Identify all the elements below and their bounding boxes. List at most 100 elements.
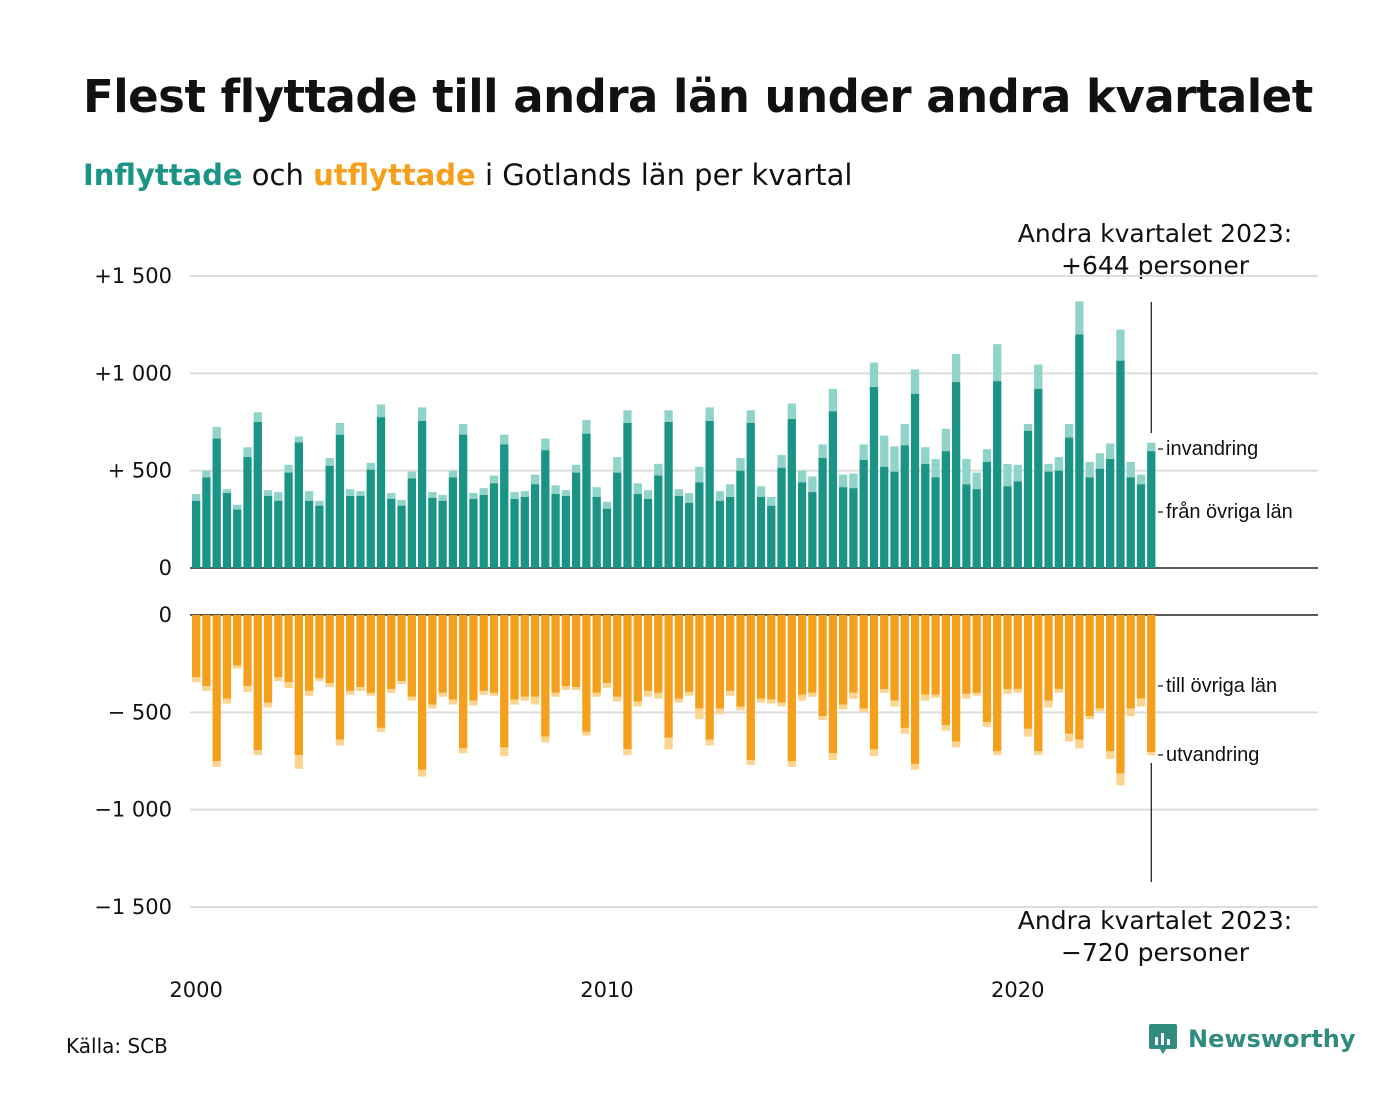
bar-invandring [233,504,242,510]
bar-fran-ovriga-lan [438,500,447,568]
bar-invandring [1003,463,1012,487]
bar-fran-ovriga-lan [315,505,324,568]
bar-fran-ovriga-lan [397,505,406,568]
bar-utvandring [274,677,283,682]
bar-utvandring [941,724,951,731]
bar-till-ovriga-lan [849,615,858,693]
bar-invandring [746,410,755,423]
bar-fran-ovriga-lan [500,444,509,568]
bar-invandring [1044,463,1053,472]
bar-invandring [910,369,920,394]
bar-till-ovriga-lan [500,615,509,748]
bar-invandring [931,458,940,478]
bar-invandring [1064,423,1074,438]
y-tick-label-bottom: −1 000 [94,798,172,822]
bar-fran-ovriga-lan [253,422,262,568]
bar-till-ovriga-lan [1136,615,1146,699]
bar-fran-ovriga-lan [1034,388,1043,568]
bar-invandring [459,423,468,435]
bar-fran-ovriga-lan [674,495,683,568]
bar-fran-ovriga-lan [931,477,940,568]
bar-fran-ovriga-lan [684,502,694,568]
bar-till-ovriga-lan [767,615,776,700]
label-fran-ovriga-lan: från övriga län [1166,501,1293,523]
bar-till-ovriga-lan [304,615,314,691]
bar-invandring [263,490,273,496]
bar-invandring [1085,461,1094,478]
bar-fran-ovriga-lan [756,496,766,568]
bar-till-ovriga-lan [736,615,745,707]
bar-invandring [695,466,704,483]
bar-till-ovriga-lan [387,615,396,689]
bar-utvandring [571,687,581,690]
bar-fran-ovriga-lan [839,487,848,568]
bar-fran-ovriga-lan [417,421,427,568]
bar-utvandring [1136,698,1146,707]
bar-fran-ovriga-lan [335,434,345,568]
bar-invandring [253,412,262,422]
bar-invandring [571,464,581,473]
bar-fran-ovriga-lan [1085,477,1094,568]
bar-utvandring [346,690,355,695]
bar-invandring [192,494,201,501]
bar-fran-ovriga-lan [541,450,550,568]
bar-fran-ovriga-lan [613,472,622,568]
bar-invandring [551,485,560,495]
bar-till-ovriga-lan [1116,615,1125,774]
bar-till-ovriga-lan [818,615,827,717]
bar-invandring [736,458,745,471]
bar-utvandring [356,687,365,691]
source-note: Källa: SCB [66,1034,168,1058]
annotation-bottom-line1: Andra kvartalet 2023: [1017,906,1293,935]
bar-till-ovriga-lan [890,615,899,701]
bar-fran-ovriga-lan [530,484,540,568]
bar-invandring [530,474,540,485]
bar-utvandring [643,690,653,697]
bar-fran-ovriga-lan [222,493,232,568]
bar-fran-ovriga-lan [263,495,273,568]
label-invandring: invandring [1166,438,1258,460]
bar-fran-ovriga-lan [428,497,437,568]
bar-fran-ovriga-lan [346,495,355,568]
bar-utvandring [1044,700,1053,708]
bar-till-ovriga-lan [705,615,714,740]
bar-fran-ovriga-lan [890,471,899,568]
bar-utvandring [674,698,683,703]
bar-fran-ovriga-lan [1147,451,1156,568]
bar-till-ovriga-lan [438,615,447,693]
bar-utvandring [900,727,909,734]
bar-utvandring [777,702,786,707]
bar-invandring [582,420,591,434]
annotation-top-line1: Andra kvartalet 2023: [1017,219,1293,248]
bar-fran-ovriga-lan [1054,470,1063,568]
bar-till-ovriga-lan [263,615,273,703]
bar-invandring [962,458,971,485]
bar-till-ovriga-lan [253,615,262,751]
bar-invandring [859,444,868,460]
bar-till-ovriga-lan [1085,615,1094,717]
bar-invandring [869,362,879,387]
bar-fran-ovriga-lan [900,445,909,568]
bar-till-ovriga-lan [243,615,252,687]
bar-invandring [972,472,981,490]
bar-utvandring [294,755,303,769]
bar-utvandring [890,700,899,707]
bar-till-ovriga-lan [602,615,612,684]
bar-fran-ovriga-lan [489,483,499,568]
bar-fran-ovriga-lan [643,498,653,568]
bar-till-ovriga-lan [921,615,930,695]
bar-utvandring [222,698,232,704]
bar-till-ovriga-lan [962,615,971,694]
bar-till-ovriga-lan [695,615,704,709]
bar-utvandring [828,753,838,761]
bar-invandring [304,491,314,501]
bar-till-ovriga-lan [222,615,232,699]
bar-till-ovriga-lan [972,615,981,693]
label-utvandring: utvandring [1166,744,1259,766]
bar-fran-ovriga-lan [1064,437,1074,568]
bar-fran-ovriga-lan [951,382,961,568]
bar-invandring [541,438,550,451]
bar-utvandring [428,704,437,709]
bar-fran-ovriga-lan [202,477,211,568]
bar-invandring [1095,453,1105,469]
